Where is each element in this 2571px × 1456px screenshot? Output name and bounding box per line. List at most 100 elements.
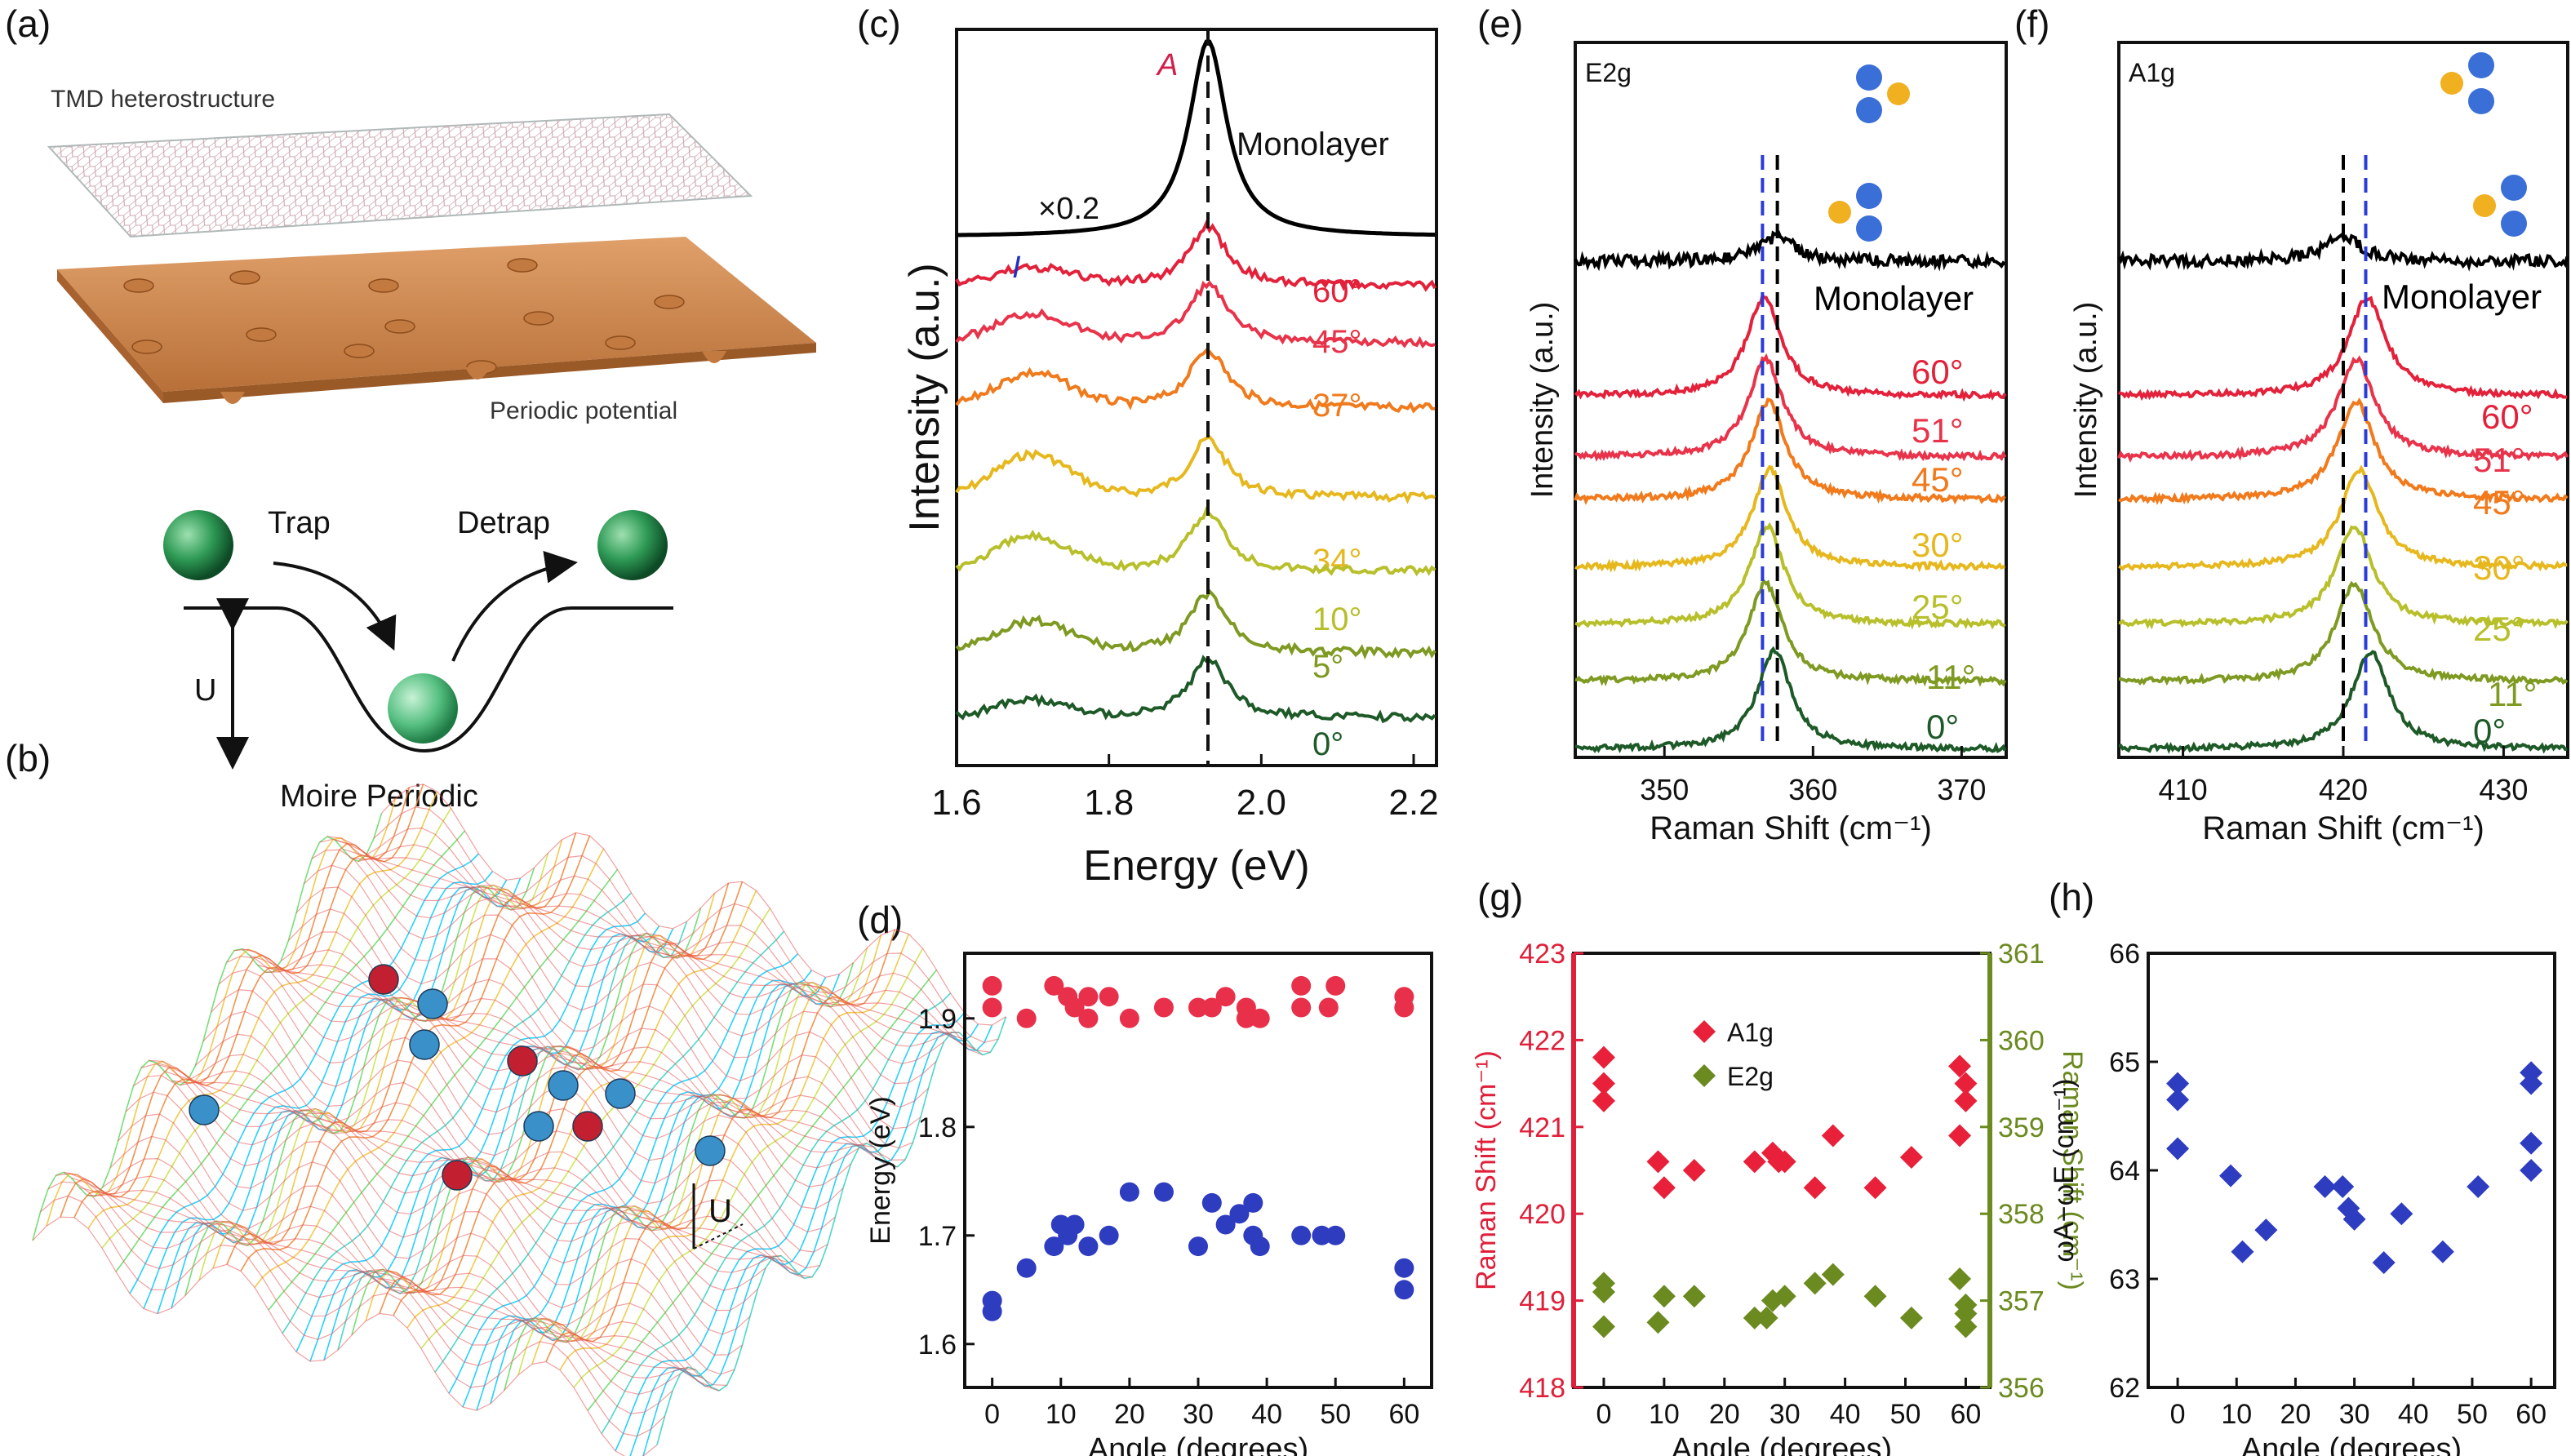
tick-label: 65: [2109, 1047, 2140, 1078]
data-point: [1592, 1280, 1615, 1303]
tick-label: 60: [1951, 1399, 1982, 1430]
series-label: 5°: [1312, 649, 1343, 685]
spectrum-line: [955, 588, 1436, 660]
data-point: [1954, 1315, 1978, 1338]
tick-label: 20: [2280, 1399, 2311, 1430]
tick-label: 30: [2339, 1399, 2370, 1430]
data-point: [2520, 1072, 2543, 1095]
data-point: [1291, 997, 1312, 1018]
tick-label: 419: [1519, 1286, 1565, 1317]
data-point: [2520, 1131, 2543, 1155]
data-point: [2390, 1202, 2413, 1226]
panel-label-f: (f): [2014, 2, 2050, 45]
data-point: [1755, 1306, 1778, 1329]
panel-label-c: (c): [857, 2, 901, 45]
atom-icon: [2468, 88, 2494, 114]
tick-label: 1.8: [1084, 783, 1134, 823]
data-point: [2372, 1251, 2396, 1275]
atom-icon: [2501, 211, 2527, 237]
tick-label: 420: [2319, 773, 2368, 806]
data-point: [1250, 1236, 1270, 1257]
detrap-label: Detrap: [457, 506, 551, 540]
data-point: [1099, 1225, 1119, 1245]
panel-label-b: (b): [5, 737, 51, 779]
data-point: [1394, 1280, 1414, 1300]
data-point: [1652, 1285, 1676, 1308]
x-axis-label: Angle (degrees): [2241, 1432, 2462, 1456]
data-point: [1948, 1267, 1972, 1290]
data-point: [1016, 1008, 1037, 1028]
spectrum-line: [957, 39, 1436, 237]
y-axis-label: Raman Shift (cm⁻¹): [1471, 1050, 1502, 1290]
data-point: [1821, 1124, 1845, 1147]
trap-label: Trap: [268, 506, 331, 540]
data-point: [1693, 1020, 1716, 1043]
data-point: [1064, 1214, 1085, 1235]
panel-label-g: (g): [1477, 876, 1524, 918]
series-label: 0°: [2473, 712, 2506, 750]
data-point: [1201, 997, 1222, 1018]
atom-icon: [1856, 64, 1882, 91]
annot-I: I: [1012, 251, 1021, 285]
y-axis-label: Energy (eV): [865, 1096, 896, 1244]
tick-label: 60: [2515, 1399, 2547, 1430]
legend-a1g: A1g: [1727, 1018, 1774, 1047]
series-label: 0°: [1926, 708, 1959, 746]
series-label: 60°: [1312, 273, 1362, 309]
x-axis-label: Angle (degrees): [1088, 1432, 1308, 1456]
data-point: [1236, 1008, 1256, 1028]
atom-icon: [1856, 183, 1882, 209]
spectrum-line: [955, 506, 1436, 577]
spectrum-line: [955, 280, 1436, 349]
data-point: [1188, 997, 1208, 1018]
data-point: [2467, 1174, 2490, 1198]
data-point: [1044, 1236, 1064, 1257]
plot-frame-g: [1572, 952, 1992, 1389]
series-label: 30°: [2473, 548, 2525, 587]
tick-label: 358: [1998, 1199, 2045, 1230]
tick-label: 50: [1320, 1399, 1351, 1430]
raman-line: [1574, 646, 2007, 753]
data-point: [1803, 1176, 1827, 1200]
data-point: [1078, 1236, 1099, 1257]
raman-line: [1574, 353, 2007, 462]
data-point: [1016, 1258, 1037, 1278]
data-point: [2166, 1072, 2190, 1095]
data-point: [1215, 987, 1236, 1007]
tick-label: 10: [1046, 1399, 1077, 1430]
data-point: [1863, 1176, 1887, 1200]
periodic-potential-label: Periodic potential: [490, 397, 678, 424]
tick-label: 64: [2109, 1156, 2140, 1187]
tick-label: 0: [1596, 1399, 1611, 1430]
data-point: [1803, 1272, 1827, 1295]
panel-title-f: A1g: [2129, 58, 2175, 87]
tick-label: 410: [2159, 773, 2208, 806]
plot-frame-e: [1574, 41, 2008, 759]
data-point: [1291, 1225, 1312, 1245]
data-point: [1078, 987, 1099, 1007]
panel-label-a: (a): [5, 2, 51, 45]
series-label: Monolayer: [1814, 279, 1974, 317]
x-axis-label: Raman Shift (cm⁻¹): [1650, 810, 1932, 846]
data-point: [1899, 1306, 1923, 1329]
tick-label: 1.6: [931, 783, 981, 823]
data-point: [1250, 1008, 1270, 1028]
data-point: [1394, 1258, 1414, 1278]
u-label-a: U: [194, 673, 217, 708]
data-point: [982, 997, 1002, 1018]
tick-label: 63: [2109, 1264, 2140, 1295]
data-point: [1592, 1045, 1615, 1069]
tick-label: 360: [1788, 773, 1837, 806]
data-point: [1954, 1089, 1978, 1112]
data-point: [1044, 975, 1064, 996]
tmd-heterostructure-label: TMD heterostructure: [51, 86, 276, 113]
data-point: [1215, 1214, 1236, 1235]
data-point: [1078, 1008, 1099, 1028]
series-label: 60°: [2481, 397, 2533, 436]
tick-label: 50: [2457, 1399, 2488, 1430]
data-point: [982, 1301, 1002, 1321]
data-point: [1325, 975, 1346, 996]
series-label: 51°: [2473, 441, 2525, 479]
data-point: [1318, 997, 1339, 1018]
